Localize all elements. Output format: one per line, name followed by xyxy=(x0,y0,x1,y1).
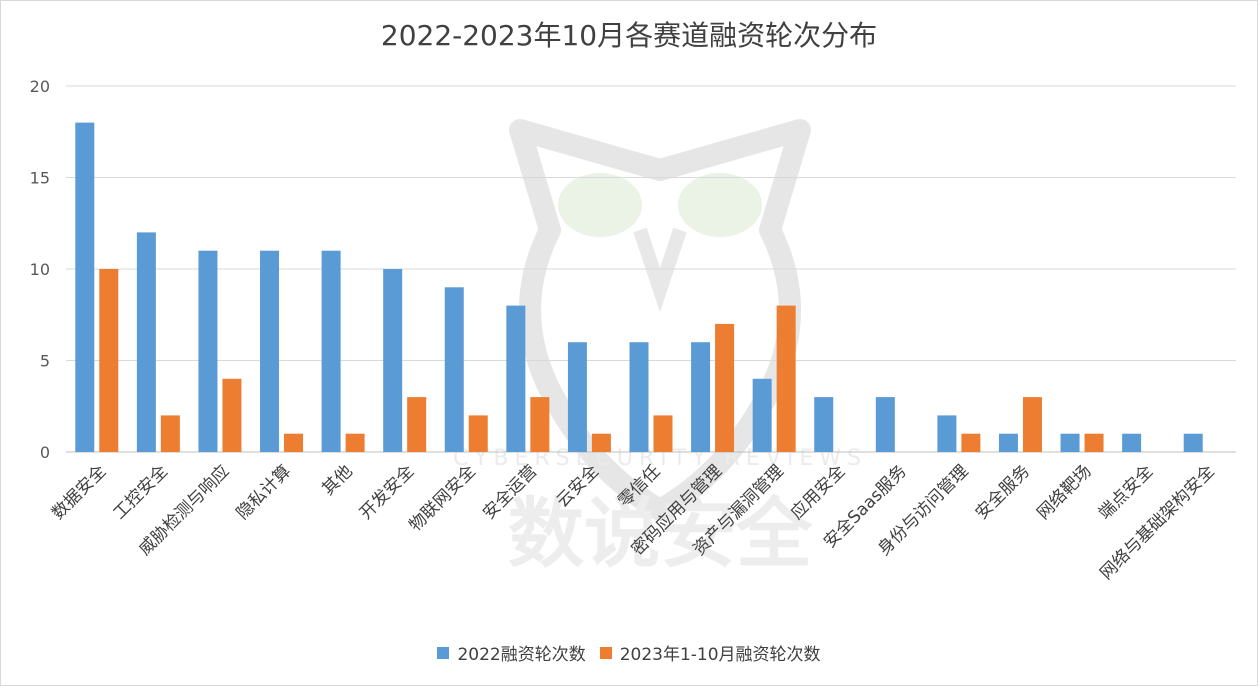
bar-2022 xyxy=(998,433,1018,452)
bar-2022 xyxy=(1122,433,1142,452)
bar-2023 xyxy=(407,397,427,452)
bar-2023 xyxy=(222,378,242,452)
bar-2022 xyxy=(875,397,895,452)
bar-2022 xyxy=(75,122,95,452)
x-category-label: 安全运营 xyxy=(479,461,541,523)
bar-2023 xyxy=(468,415,488,452)
x-category-label: 云安全 xyxy=(553,461,603,511)
bar-2022 xyxy=(752,378,772,452)
x-category-label: 应用安全 xyxy=(787,461,849,523)
y-tick-label: 5 xyxy=(40,352,50,371)
bar-2022 xyxy=(321,250,341,452)
bar-2022 xyxy=(937,415,957,452)
bar-2023 xyxy=(591,433,611,452)
bar-2023 xyxy=(776,305,796,452)
x-category-label: 端点安全 xyxy=(1095,461,1157,523)
bar-2023 xyxy=(530,397,550,452)
chart-title: 2022-2023年10月各赛道融资轮次分布 xyxy=(380,19,878,52)
bar-2022 xyxy=(567,342,587,452)
x-category-label: 网络与基础架构安全 xyxy=(1096,461,1218,583)
x-category-label: 物联网安全 xyxy=(406,461,480,535)
legend-swatch-2022 xyxy=(437,646,450,659)
bar-2023 xyxy=(160,415,180,452)
bar-2022 xyxy=(814,397,834,452)
bar-2023 xyxy=(1084,433,1104,452)
y-tick-label: 20 xyxy=(30,77,50,96)
x-category-label: 隐私计算 xyxy=(233,461,295,523)
bar-2022 xyxy=(260,250,280,452)
x-category-label: 数据安全 xyxy=(48,461,110,523)
y-tick-label: 0 xyxy=(40,443,50,462)
bar-2022 xyxy=(629,342,649,452)
legend-item-2023: 2023年1-10月融资轮次数 xyxy=(599,640,821,665)
legend-item-2022: 2022融资轮次数 xyxy=(437,640,586,665)
legend-label-2022: 2022融资轮次数 xyxy=(457,645,586,665)
bar-2022 xyxy=(1183,433,1203,452)
bar-2022 xyxy=(1060,433,1080,452)
bar-2023 xyxy=(1022,397,1042,452)
y-tick-label: 10 xyxy=(30,260,50,279)
bar-2022 xyxy=(383,269,403,452)
bar-2023 xyxy=(284,433,304,452)
x-category-label: 安全服务 xyxy=(972,461,1034,523)
bar-2022 xyxy=(136,232,156,452)
bar-2022 xyxy=(444,287,464,452)
bar-2022 xyxy=(691,342,711,452)
x-category-label: 其他 xyxy=(318,461,356,499)
legend-label-2023: 2023年1-10月融资轮次数 xyxy=(619,645,821,665)
bar-2022 xyxy=(198,250,218,452)
bar-2023 xyxy=(653,415,673,452)
bar-2023 xyxy=(715,323,735,452)
bar-2023 xyxy=(99,269,119,452)
x-category-label: 网络靶场 xyxy=(1033,461,1095,523)
x-category-label: 零信任 xyxy=(614,461,664,511)
legend: 2022融资轮次数 2023年1-10月融资轮次数 xyxy=(0,640,1258,665)
x-category-label: 工控安全 xyxy=(110,461,172,523)
bar-2023 xyxy=(961,433,981,452)
x-category-label: 开发安全 xyxy=(356,461,418,523)
bar-2023 xyxy=(345,433,365,452)
legend-swatch-2023 xyxy=(599,646,612,659)
y-tick-label: 15 xyxy=(30,169,50,188)
bar-2022 xyxy=(506,305,526,452)
